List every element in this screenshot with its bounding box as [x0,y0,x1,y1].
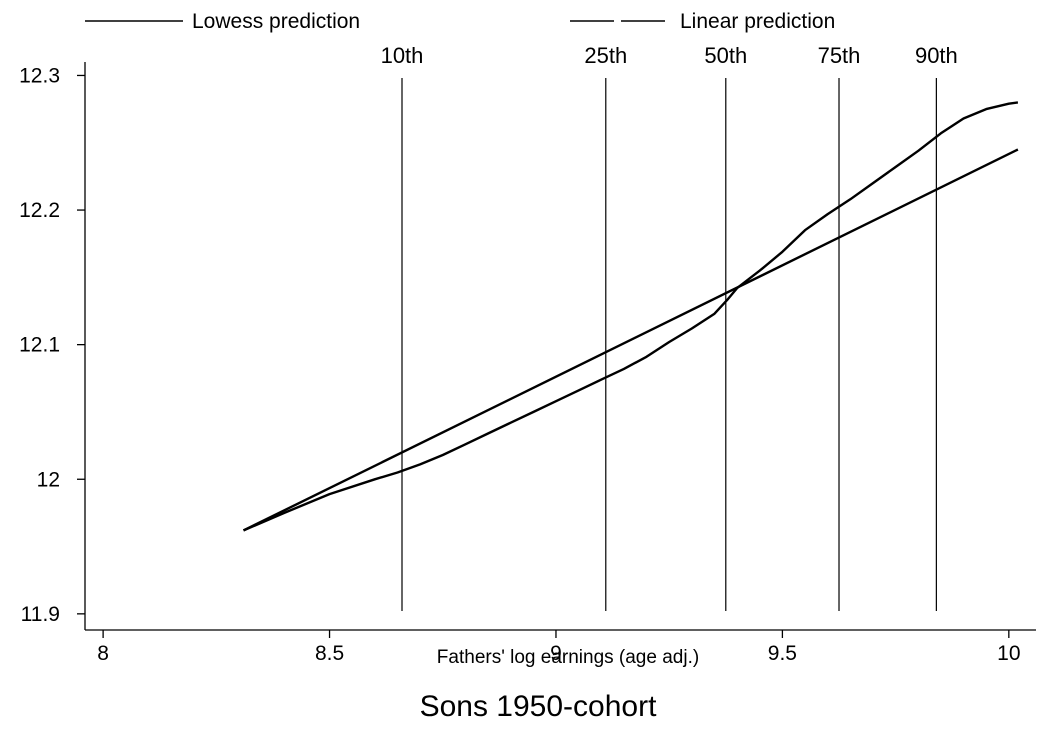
series-line-lowess [243,101,1019,532]
x-tick-label: 8 [97,642,109,665]
x-tick-label: 10 [997,642,1020,665]
chart-caption: Sons 1950-cohort [420,690,657,723]
percentile-label: 25th [584,43,627,68]
y-tick-label: 12.1 [19,334,60,357]
legend: Lowess prediction Linear prediction [85,10,835,33]
x-axis-label: Fathers' log earnings (age adj.) [437,647,699,668]
legend-label-lowess: Lowess prediction [192,10,360,33]
percentile-label: 10th [381,43,424,68]
series-line-linear [242,148,1019,532]
percentile-lines: 10th 25th 50th 75th 90th [381,43,958,611]
series-lines [242,101,1019,532]
percentile-label: 75th [818,43,861,68]
percentile-label: 90th [915,43,958,68]
y-tick-label: 12 [37,468,60,491]
y-tick-label: 12.3 [19,64,60,87]
x-tick-label: 8.5 [315,642,344,665]
legend-label-linear: Linear prediction [680,10,835,33]
y-ticks: 11.9 12 12.1 12.2 12.3 [19,64,85,626]
y-tick-label: 11.9 [21,603,60,626]
percentile-label: 50th [704,43,747,68]
x-tick-label: 9 [550,642,562,665]
x-ticks: 8 8.5 9 9.5 10 [97,630,1021,665]
axes [84,62,1036,631]
x-tick-label: 9.5 [768,642,797,665]
y-tick-label: 12.2 [19,199,60,222]
